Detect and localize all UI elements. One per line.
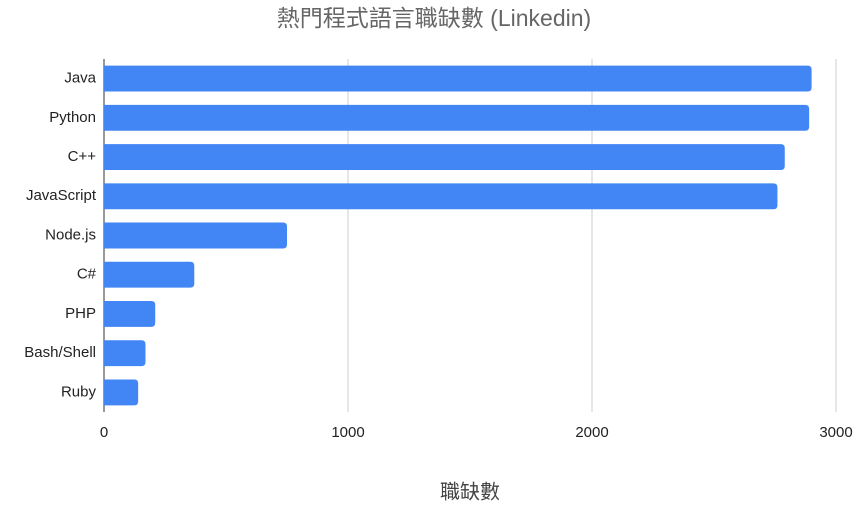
bar xyxy=(104,183,778,210)
y-tick-label: PHP xyxy=(65,305,96,322)
bar xyxy=(104,144,785,170)
y-tick-label: Java xyxy=(64,70,96,87)
y-tick-label: Bash/Shell xyxy=(24,344,96,361)
y-tick-label: JavaScript xyxy=(26,187,97,204)
bar xyxy=(104,65,812,92)
x-tick-label: 0 xyxy=(100,424,108,441)
y-tick-label: Node.js xyxy=(45,226,96,243)
chart-title: 熱門程式語言職缺數 (Linkedin) xyxy=(277,5,591,31)
bar xyxy=(104,222,287,249)
x-tick-label: 2000 xyxy=(575,424,608,441)
bar xyxy=(104,301,156,327)
bar xyxy=(104,379,139,406)
x-tick-label: 1000 xyxy=(331,424,364,441)
y-tick-label: Ruby xyxy=(61,383,97,400)
y-tick-label: C++ xyxy=(68,148,97,165)
bar xyxy=(104,340,146,367)
x-axis-label: 職缺數 xyxy=(440,480,500,503)
y-tick-label: C# xyxy=(77,266,97,283)
bar xyxy=(104,261,195,288)
x-tick-label: 3000 xyxy=(819,424,852,441)
y-tick-label: Python xyxy=(49,109,96,126)
bar xyxy=(104,104,810,131)
